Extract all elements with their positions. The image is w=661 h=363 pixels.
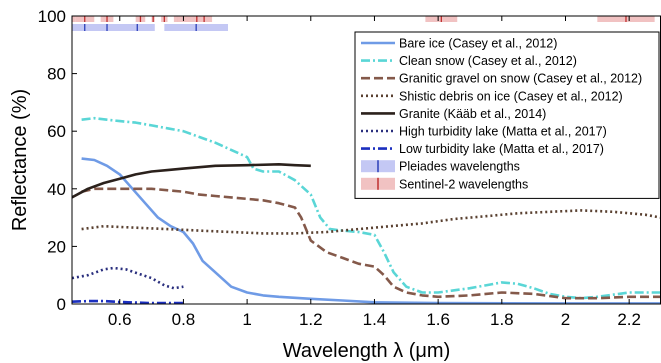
x-tick-label: 0.8 bbox=[172, 310, 196, 329]
series-line-4 bbox=[72, 163, 311, 199]
sentinel2-band-0 bbox=[72, 16, 76, 22]
y-tick-label: 20 bbox=[47, 237, 66, 256]
legend-label-2: Granitic gravel on snow (Casey et al., 2… bbox=[399, 72, 642, 86]
legend-patch-label-0: Pleiades wavelengths bbox=[399, 160, 520, 174]
legend-label-0: Bare ice (Casey et al., 2012) bbox=[399, 37, 557, 51]
pleiades-band-0 bbox=[72, 24, 104, 31]
series-line-2 bbox=[81, 187, 661, 300]
x-tick-label: 1.6 bbox=[426, 310, 450, 329]
y-tick-label: 0 bbox=[57, 295, 66, 314]
band-markers bbox=[72, 16, 655, 31]
series-line-6 bbox=[72, 299, 184, 304]
x-tick-label: 2.2 bbox=[617, 310, 641, 329]
legend-label-3: Shistic debris on ice (Casey et al., 201… bbox=[399, 89, 623, 103]
y-tick-label: 60 bbox=[47, 122, 66, 141]
legend-label-5: High turbidity lake (Matta et al., 2017) bbox=[399, 125, 607, 139]
x-tick-label: 2 bbox=[561, 310, 570, 329]
series-line-1 bbox=[81, 116, 661, 300]
legend-box bbox=[354, 31, 660, 199]
series-layer bbox=[72, 116, 661, 304]
y-tick-label: 80 bbox=[47, 65, 66, 84]
series-line-3 bbox=[81, 209, 661, 235]
legend-label-1: Clean snow (Casey et al., 2012) bbox=[399, 54, 577, 68]
legend-label-6: Low turbidity lake (Matta et al., 2017) bbox=[399, 142, 604, 156]
x-tick-label: 1.8 bbox=[490, 310, 514, 329]
y-tick-label: 100 bbox=[38, 7, 66, 26]
legend-patch-label-1: Sentinel-2 wavelengths bbox=[399, 177, 528, 191]
legend: Bare ice (Casey et al., 2012) Clean snow … bbox=[354, 31, 660, 199]
x-tick-label: 0.6 bbox=[108, 310, 132, 329]
series-line-5 bbox=[72, 266, 184, 290]
y-axis-label: Reflectance (%) bbox=[9, 89, 31, 231]
y-tick-label: 40 bbox=[47, 180, 66, 199]
x-tick-label: 1.2 bbox=[299, 310, 323, 329]
legend-label-4: Granite (Kääb et al., 2014) bbox=[399, 107, 546, 121]
sentinel2-band-7 bbox=[177, 16, 213, 22]
x-axis-label: Wavelength λ (μm) bbox=[283, 340, 451, 362]
series-line-0 bbox=[81, 157, 661, 304]
x-tick-label: 1 bbox=[242, 310, 251, 329]
pleiades-band-2 bbox=[116, 24, 155, 31]
x-tick-label: 1.4 bbox=[363, 310, 387, 329]
axis-ticks: 0.6 0.8 1 1.2 1.4 1.6 1.8 2 2.2 0 20 40 60 80 100 bbox=[38, 7, 641, 329]
